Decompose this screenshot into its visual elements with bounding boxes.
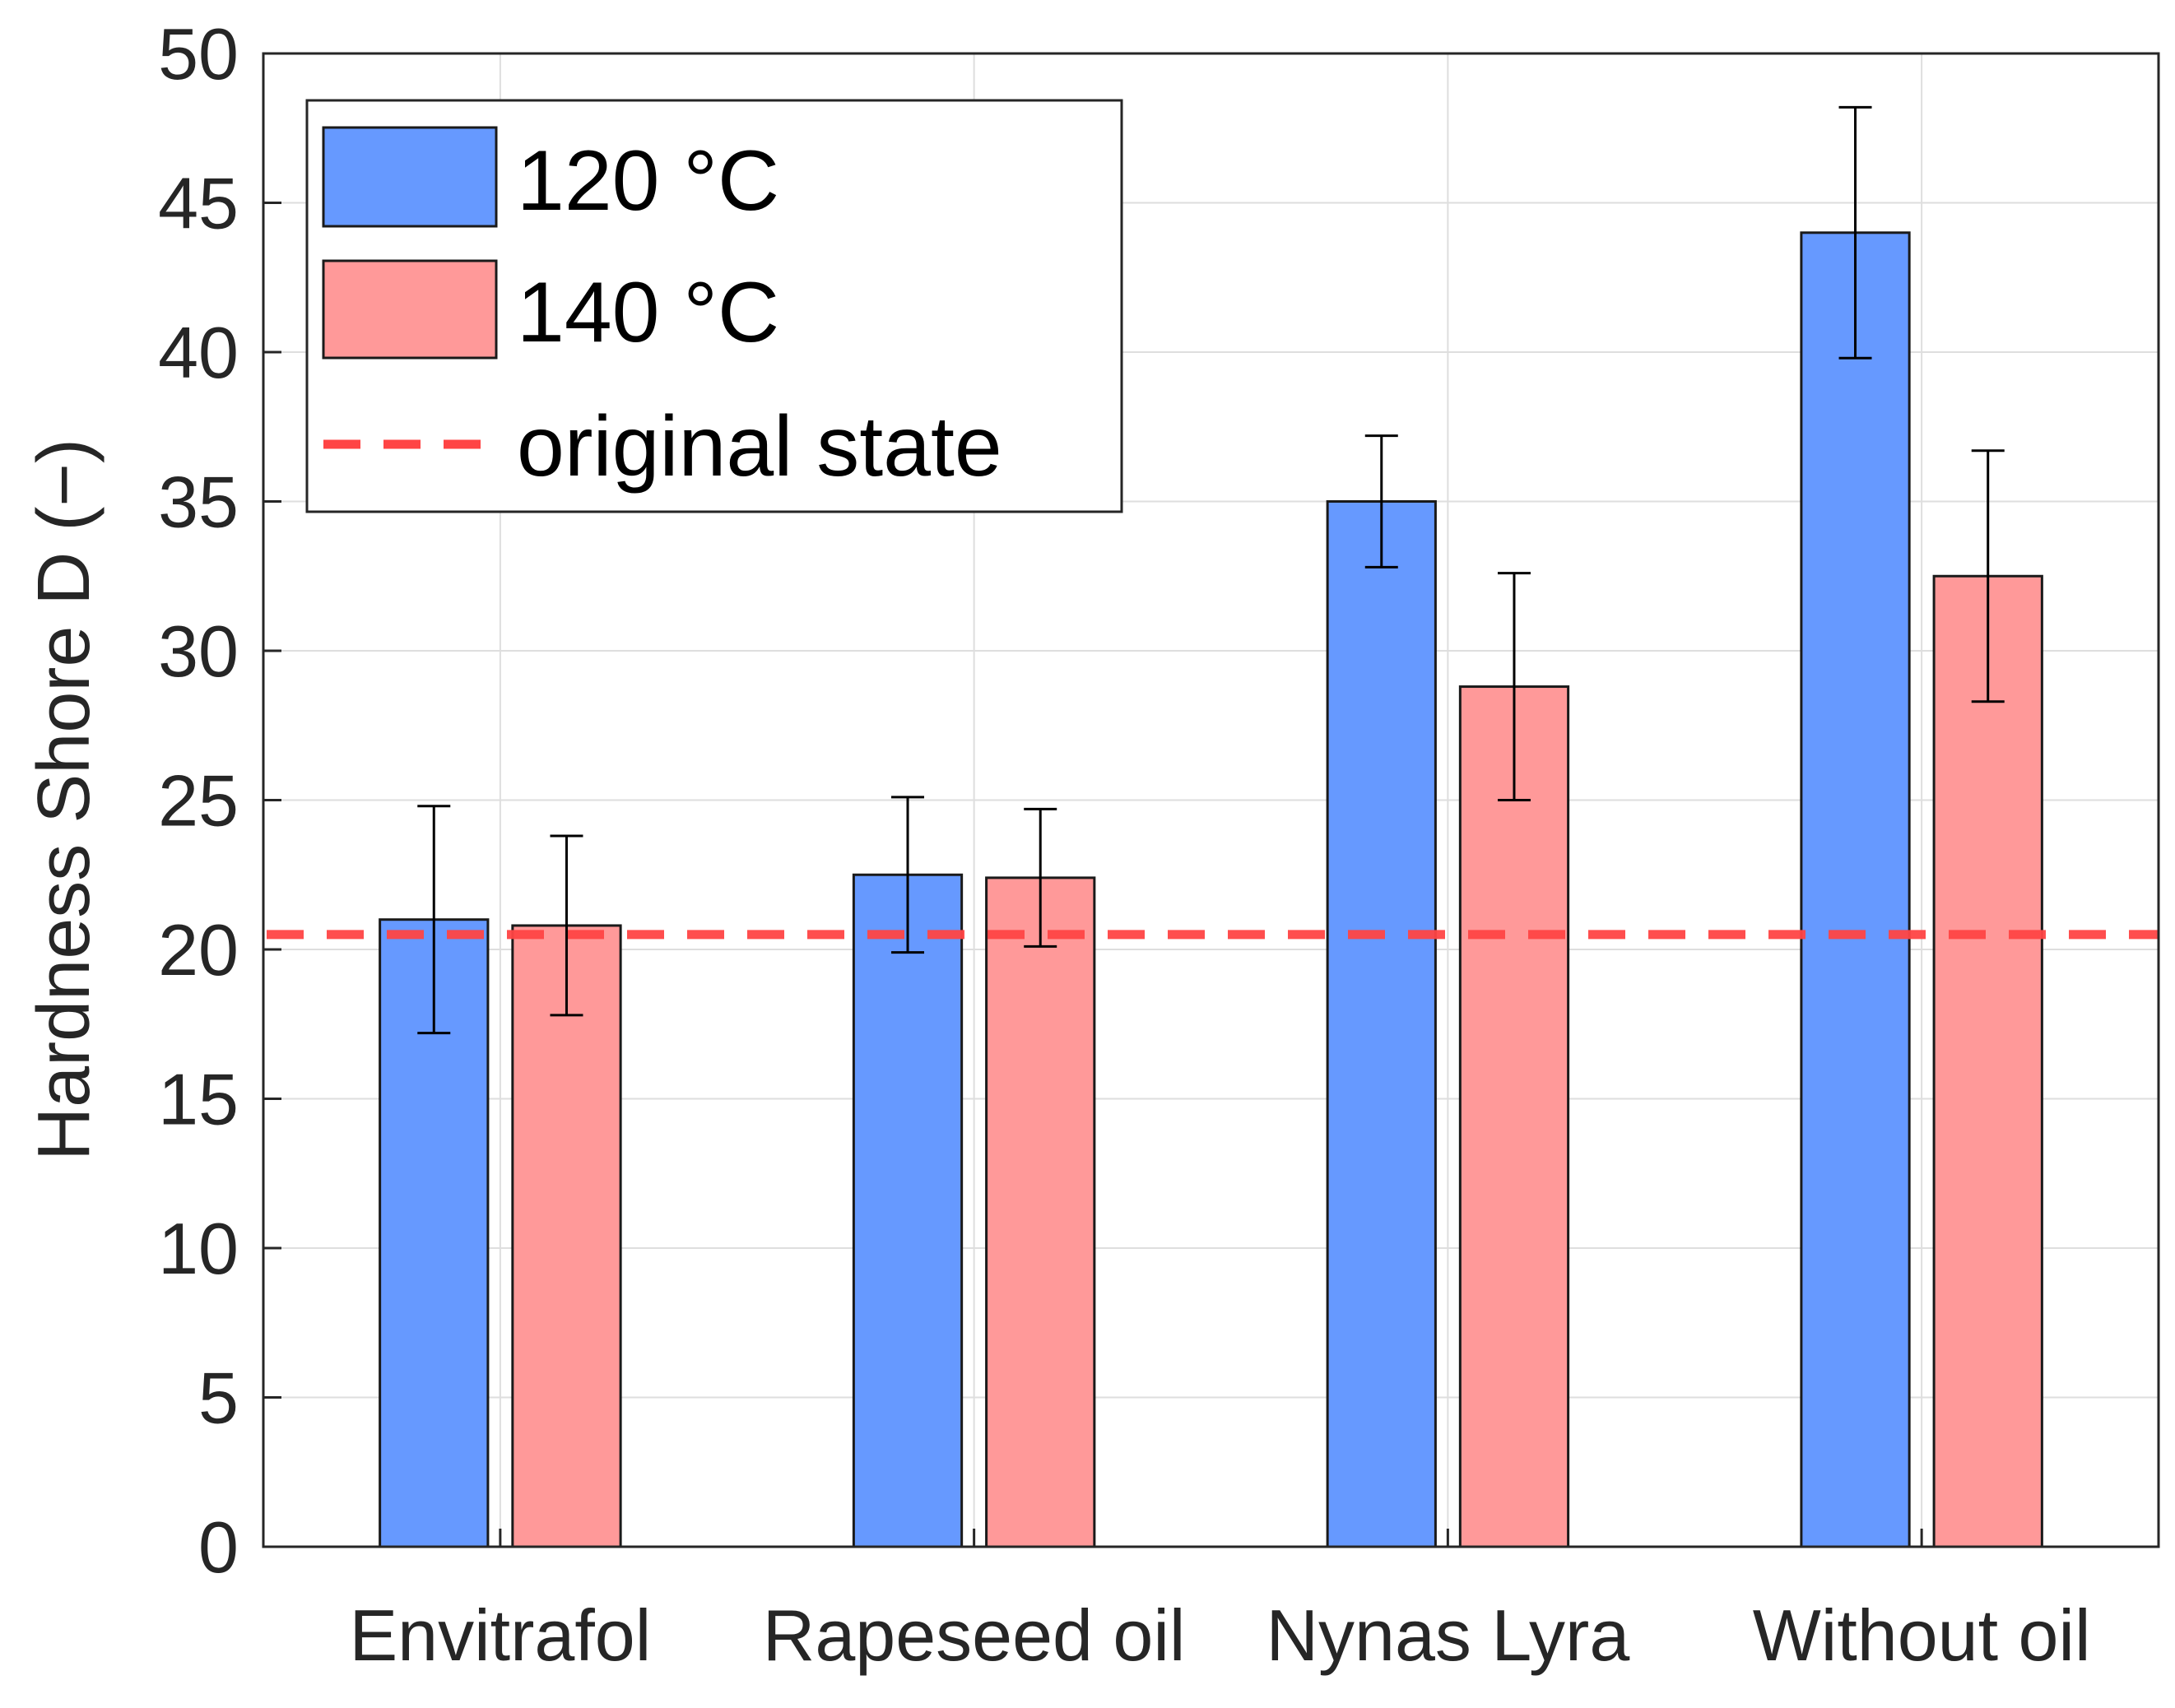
x-ticks: Envitrafol Rapeseed oil Nynas Lyra Without … [349,1529,2091,1676]
x-tick-label-4: Without oil [1753,1594,2091,1676]
y-tick-label-20: 20 [158,909,239,991]
error-bar-120c-2 [891,796,925,954]
y-tick-label-40: 40 [158,312,239,393]
y-tick-label-10: 10 [158,1208,239,1289]
bar-140c-1 [511,924,622,1548]
bar-120c-4 [1800,231,1911,1548]
bar-120c-2 [852,873,964,1548]
x-tick-label-1: Envitrafol [349,1594,651,1676]
error-bar-140c-2 [1024,807,1057,948]
legend-label-original-state: original state [517,399,1002,494]
y-axis-title: Hardness Shore D (−) [23,439,105,1161]
legend-label-140c: 140 °C [517,265,779,360]
y-tick-label-15: 15 [158,1059,239,1140]
legend-label-120c: 120 °C [517,133,779,229]
error-bars [417,105,2005,1035]
error-bar-140c-3 [1497,572,1531,801]
x-tick-label-2: Rapeseed oil [763,1594,1186,1676]
legend[interactable]: 120 °C 140 °C original state [305,99,1123,513]
error-bar-140c-4 [1971,449,2005,703]
y-tick-label-50: 50 [158,13,239,95]
x-tick-label-3: Nynas Lyra [1266,1594,1629,1676]
legend-swatch-120c [322,126,498,228]
error-bar-140c-1 [550,834,583,1017]
y-tick-label-5: 5 [198,1358,239,1439]
y-ticks: 0 5 10 15 20 25 30 35 40 45 50 [158,13,281,1588]
legend-swatch-140c [322,259,498,360]
y-tick-label-30: 30 [158,610,239,692]
error-bar-120c-4 [1838,105,1872,360]
y-tick-label-0: 0 [198,1506,239,1588]
y-tick-label-25: 25 [158,760,239,842]
y-tick-label-45: 45 [158,163,239,244]
error-bar-120c-3 [1364,434,1398,569]
bar-120c-3 [1326,500,1437,1548]
bars [379,231,2043,1548]
bar-140c-2 [985,876,1096,1548]
error-bar-120c-1 [417,805,451,1035]
bar-140c-4 [1932,574,2043,1548]
y-tick-label-35: 35 [158,462,239,543]
bar-140c-3 [1458,685,1570,1548]
